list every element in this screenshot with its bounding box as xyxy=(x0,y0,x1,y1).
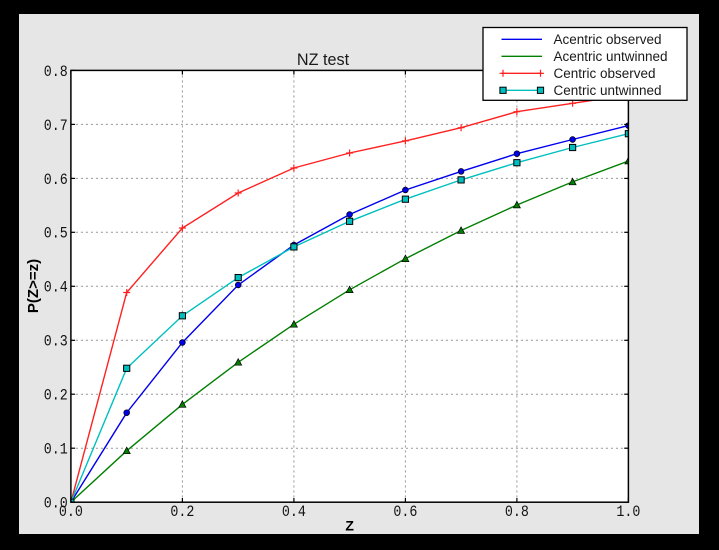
svg-text:0.0: 0.0 xyxy=(44,495,68,513)
svg-text:0.4: 0.4 xyxy=(282,503,306,521)
svg-text:0.7: 0.7 xyxy=(44,117,68,135)
svg-text:1.0: 1.0 xyxy=(616,503,640,521)
svg-text:Centric untwinned: Centric untwinned xyxy=(554,83,662,98)
svg-text:Acentric observed: Acentric observed xyxy=(554,32,662,47)
svg-text:P(Z>=z): P(Z>=z) xyxy=(25,259,42,313)
svg-text:Z: Z xyxy=(345,518,354,534)
svg-text:0.0: 0.0 xyxy=(59,503,83,521)
svg-text:NZ test: NZ test xyxy=(297,51,350,69)
svg-text:0.3: 0.3 xyxy=(44,333,68,351)
svg-text:0.8: 0.8 xyxy=(44,63,68,81)
svg-text:Acentric untwinned: Acentric untwinned xyxy=(554,49,668,64)
svg-text:0.2: 0.2 xyxy=(44,387,68,405)
svg-text:Centric observed: Centric observed xyxy=(554,66,656,81)
svg-text:0.1: 0.1 xyxy=(44,441,68,459)
svg-text:0.2: 0.2 xyxy=(170,503,194,521)
svg-text:0.6: 0.6 xyxy=(44,171,68,189)
svg-text:0.6: 0.6 xyxy=(393,503,417,521)
svg-text:0.8: 0.8 xyxy=(505,503,529,521)
svg-text:0.5: 0.5 xyxy=(44,225,68,243)
svg-text:0.4: 0.4 xyxy=(44,279,68,297)
